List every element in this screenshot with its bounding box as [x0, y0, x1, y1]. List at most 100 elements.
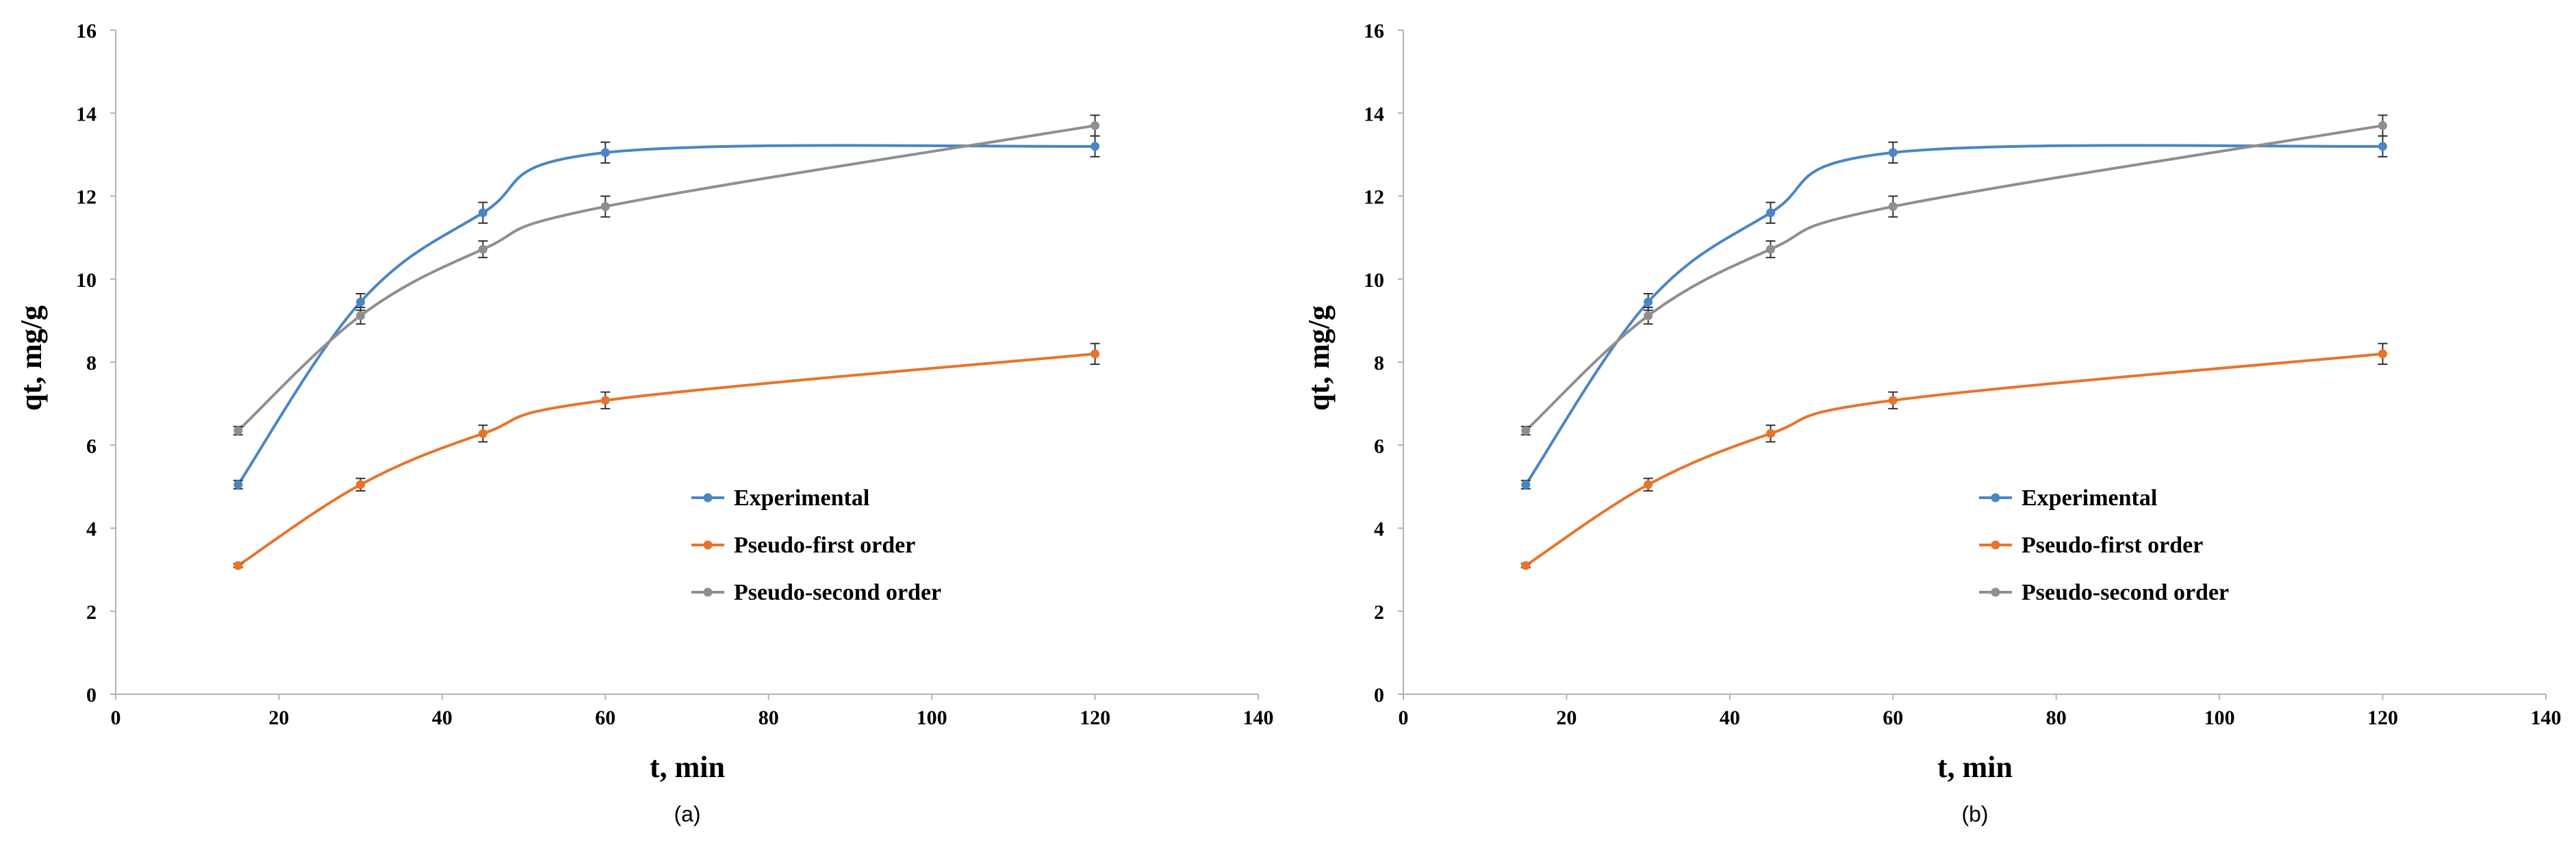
- x-tick-label: 80: [2046, 707, 2067, 729]
- panel-caption: (b): [1961, 802, 1988, 826]
- data-point: [600, 148, 610, 157]
- y-tick-label: 12: [76, 186, 97, 209]
- y-tick-label: 0: [86, 684, 97, 707]
- data-point: [1888, 148, 1898, 157]
- x-tick-label: 80: [758, 707, 779, 729]
- data-point: [1091, 120, 1100, 130]
- panel-caption: (a): [674, 802, 700, 826]
- data-point: [478, 208, 487, 218]
- data-point: [1888, 396, 1898, 405]
- legend-label: Pseudo-second order: [2022, 580, 2229, 605]
- y-tick-label: 12: [1364, 186, 1384, 209]
- data-point: [1644, 480, 1653, 490]
- y-tick-label: 10: [76, 269, 97, 292]
- y-tick-label: 8: [86, 352, 97, 374]
- chart-panel-b: 0 20 40 60 80 100 120 140 0 2 4 6 8 10 12 14 16 Experime…: [1288, 0, 2575, 851]
- y-tick-label: 4: [1374, 518, 1384, 541]
- data-point: [1644, 297, 1653, 307]
- series-experimental: [1520, 135, 2388, 490]
- series-pseudo-second-order: [233, 114, 1100, 436]
- series-pseudo-first-order: [233, 342, 1100, 570]
- series-line: [1525, 144, 2383, 485]
- y-tick-label: 10: [1364, 269, 1384, 292]
- y-tick-label: 6: [1374, 435, 1384, 457]
- data-point: [600, 396, 610, 405]
- chart-series: [1520, 114, 2388, 570]
- x-axis-title: t, min: [1937, 750, 2013, 784]
- legend-item: Experimental: [1979, 485, 2157, 511]
- series-pseudo-first-order: [1520, 342, 2388, 570]
- x-tick-label: 140: [1243, 707, 1274, 729]
- legend-swatch-marker: [703, 587, 713, 597]
- data-point: [2378, 142, 2388, 151]
- chart-panel-a: 0 20 40 60 80 100 120 140 0 2 4 6 8 10 12 14 16 Experime…: [14, 20, 1274, 826]
- x-tick-label: 140: [2531, 707, 2562, 729]
- x-tick-label: 0: [1399, 707, 1409, 729]
- y-tick-label: 2: [86, 601, 97, 624]
- series-line: [1525, 352, 2383, 567]
- data-point: [1888, 202, 1898, 212]
- x-tick-label: 40: [432, 707, 452, 729]
- x-tick-label: 40: [1720, 707, 1740, 729]
- chart-legend: Experimental Pseudo-first order Pseudo-sec…: [1979, 485, 2229, 605]
- y-tick-label: 0: [1374, 684, 1384, 707]
- data-point: [1521, 480, 1531, 490]
- legend-label: Experimental: [2022, 485, 2157, 511]
- y-tick-label: 2: [1374, 601, 1384, 624]
- data-point: [478, 429, 487, 438]
- legend-label: Pseudo-first order: [734, 533, 915, 558]
- legend-item: Pseudo-first order: [1979, 533, 2203, 558]
- legend-item: Experimental: [691, 485, 869, 511]
- series-line: [237, 144, 1095, 485]
- data-point: [356, 480, 366, 490]
- data-point: [1091, 349, 1100, 359]
- data-point: [478, 244, 487, 254]
- legend-item: Pseudo-second order: [691, 580, 941, 605]
- legend-label: Pseudo-first order: [2022, 533, 2203, 558]
- legend-swatch-marker: [1991, 540, 2000, 550]
- chart-axes: 0 20 40 60 80 100 120 140 0 2 4 6 8 10 12 14 16: [76, 20, 1274, 729]
- y-tick-label: 16: [76, 20, 97, 42]
- legend-swatch-marker: [703, 493, 713, 503]
- data-point: [1765, 244, 1775, 254]
- data-point: [356, 311, 366, 320]
- legend-swatch-marker: [1991, 587, 2000, 597]
- data-point: [1765, 429, 1775, 438]
- y-tick-label: 14: [76, 103, 97, 125]
- y-axis-title: qt, mg/g: [1302, 305, 1336, 411]
- legend-label: Pseudo-second order: [734, 580, 941, 605]
- data-point: [356, 297, 366, 307]
- chart-series: [233, 114, 1100, 570]
- series-pseudo-second-order: [1520, 114, 2388, 436]
- data-point: [233, 561, 243, 570]
- y-tick-label: 6: [86, 435, 97, 457]
- legend-item: Pseudo-second order: [1979, 580, 2229, 605]
- y-axis-title: qt, mg/g: [14, 305, 48, 411]
- x-tick-label: 120: [1080, 707, 1110, 729]
- data-point: [2378, 120, 2388, 130]
- legend-label: Experimental: [734, 485, 869, 511]
- legend-swatch-marker: [703, 540, 713, 550]
- x-tick-label: 60: [595, 707, 615, 729]
- legend-item: Pseudo-first order: [691, 533, 915, 558]
- chart-a-svg: 0 20 40 60 80 100 120 140 0 2 4 6 8 10 12 14 16 Experime…: [14, 20, 1274, 826]
- x-tick-label: 60: [1883, 707, 1903, 729]
- chart-axes: 0 20 40 60 80 100 120 140 0 2 4 6 8 10 12 14 16: [1364, 20, 2562, 729]
- series-line: [237, 352, 1095, 567]
- data-point: [2378, 349, 2388, 359]
- data-point: [233, 480, 243, 490]
- data-point: [1091, 142, 1100, 151]
- data-point: [233, 426, 243, 435]
- x-axis-title: t, min: [650, 750, 725, 784]
- y-tick-label: 16: [1364, 20, 1384, 42]
- chart-legend: Experimental Pseudo-first order Pseudo-sec…: [691, 485, 941, 605]
- x-tick-label: 0: [111, 707, 121, 729]
- chart-b-svg: 0 20 40 60 80 100 120 140 0 2 4 6 8 10 12 14 16 Experime…: [1302, 20, 2562, 826]
- x-tick-label: 20: [1556, 707, 1577, 729]
- y-tick-label: 8: [1374, 352, 1384, 374]
- legend-swatch-marker: [1991, 493, 2000, 503]
- x-tick-label: 20: [268, 707, 289, 729]
- x-tick-label: 120: [2367, 707, 2398, 729]
- x-tick-label: 100: [917, 707, 947, 729]
- series-line: [1525, 124, 2383, 432]
